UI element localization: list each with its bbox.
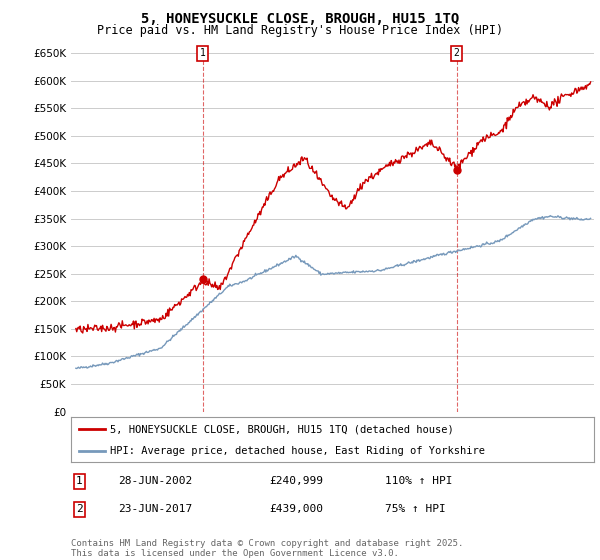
Text: 75% ↑ HPI: 75% ↑ HPI <box>385 505 445 515</box>
Text: 2: 2 <box>76 505 83 515</box>
Text: 5, HONEYSUCKLE CLOSE, BROUGH, HU15 1TQ: 5, HONEYSUCKLE CLOSE, BROUGH, HU15 1TQ <box>141 12 459 26</box>
Text: 5, HONEYSUCKLE CLOSE, BROUGH, HU15 1TQ (detached house): 5, HONEYSUCKLE CLOSE, BROUGH, HU15 1TQ (… <box>110 424 454 435</box>
Text: Price paid vs. HM Land Registry's House Price Index (HPI): Price paid vs. HM Land Registry's House … <box>97 24 503 36</box>
Text: 1: 1 <box>76 476 83 486</box>
Text: £240,999: £240,999 <box>269 476 323 486</box>
Text: £439,000: £439,000 <box>269 505 323 515</box>
Text: HPI: Average price, detached house, East Riding of Yorkshire: HPI: Average price, detached house, East… <box>110 446 485 456</box>
Text: 110% ↑ HPI: 110% ↑ HPI <box>385 476 452 486</box>
Text: 23-JUN-2017: 23-JUN-2017 <box>118 505 192 515</box>
Text: 1: 1 <box>200 48 206 58</box>
Text: 2: 2 <box>454 48 460 58</box>
Text: 28-JUN-2002: 28-JUN-2002 <box>118 476 192 486</box>
Text: Contains HM Land Registry data © Crown copyright and database right 2025.
This d: Contains HM Land Registry data © Crown c… <box>71 539 463 558</box>
